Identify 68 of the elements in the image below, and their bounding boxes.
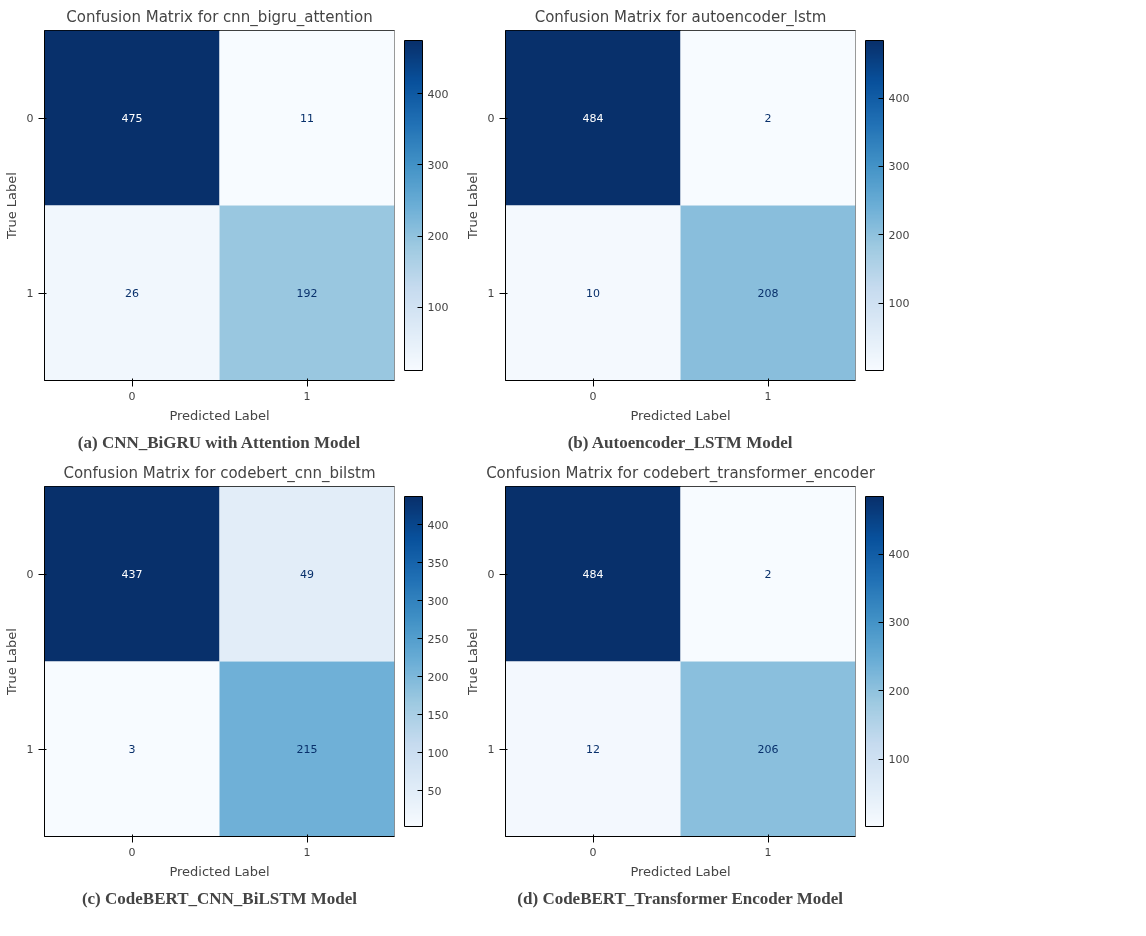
x-tick-label: 0 <box>589 389 597 403</box>
y-axis-title: True Label <box>464 172 480 240</box>
color-bar-label: 50 <box>427 784 442 798</box>
text: (a) CNN_BiGRU with Attention Model <box>77 432 361 452</box>
y-tick-label: 0 <box>26 112 34 125</box>
data-label: 49 <box>300 568 314 581</box>
data-label: 12 <box>586 743 600 756</box>
data-label: 206 <box>757 743 779 756</box>
x-axis-title: Predicted Label <box>630 863 731 879</box>
color-bar-label: 400 <box>888 548 910 562</box>
data-label: 10 <box>586 287 600 300</box>
data-label: 215 <box>296 743 318 756</box>
y-tick-label: 0 <box>26 568 34 581</box>
color-bar-label: 200 <box>427 670 449 684</box>
y-tick-label: 0 <box>487 568 495 581</box>
color-bar-label: 100 <box>888 753 910 767</box>
data-label: 484 <box>582 568 604 581</box>
data-label: 2 <box>764 568 772 581</box>
color-bar-label: 100 <box>427 301 449 315</box>
color-bar-label: 300 <box>888 616 910 630</box>
color-bar-label: 250 <box>427 632 449 646</box>
chart-title: Confusion Matrix for codebert_transformer_encoder <box>486 463 876 483</box>
text: (c) CodeBERT_CNN_BiLSTM Model <box>81 888 358 908</box>
color-bar-label: 200 <box>888 684 910 698</box>
data-label: 475 <box>121 112 143 125</box>
y-axis-title: True Label <box>3 172 19 240</box>
color-bar-label: 300 <box>427 594 449 608</box>
x-tick-label: 0 <box>589 845 597 859</box>
color-bar-label: 100 <box>427 746 449 760</box>
text: (b) Autoencoder_LSTM Model <box>567 432 793 452</box>
color-bar-label: 300 <box>427 158 449 172</box>
x-tick-label: 0 <box>128 389 136 403</box>
data-label: 208 <box>757 287 779 300</box>
color-bar-label: 350 <box>427 556 449 570</box>
color-bar-label: 400 <box>888 92 910 106</box>
color-bar-label: 400 <box>427 87 449 101</box>
y-axis-title: True Label <box>3 628 19 696</box>
y-axis-title: True Label <box>464 628 480 696</box>
color-bar-label: 150 <box>427 708 449 722</box>
x-tick-label: 0 <box>128 845 136 859</box>
x-axis-title: Predicted Label <box>169 863 270 879</box>
data-label: 484 <box>582 112 604 125</box>
chart-title: Confusion Matrix for cnn_bigru_attention <box>66 7 373 27</box>
x-tick-label: 1 <box>764 845 772 859</box>
x-axis-title: Predicted Label <box>169 407 270 423</box>
color-bar-label: 300 <box>888 160 910 174</box>
x-axis-title: Predicted Label <box>630 407 731 423</box>
color-bar-label: 200 <box>888 228 910 242</box>
data-label: 192 <box>296 287 318 300</box>
data-label: 26 <box>125 287 139 300</box>
y-tick-label: 1 <box>26 743 34 756</box>
data-label: 437 <box>121 568 143 581</box>
x-tick-label: 1 <box>303 389 311 403</box>
color-bar-label: 200 <box>427 230 449 244</box>
chart-title: Confusion Matrix for codebert_cnn_bilstm <box>63 463 376 483</box>
y-tick-label: 1 <box>26 287 34 300</box>
x-tick-label: 1 <box>303 845 311 859</box>
text: (d) CodeBERT_Transformer Encoder Model <box>517 888 844 908</box>
data-label: 3 <box>128 743 136 756</box>
color-bar-label: 400 <box>427 518 449 532</box>
chart-title: Confusion Matrix for autoencoder_lstm <box>534 7 827 27</box>
color-bar-label: 100 <box>888 297 910 311</box>
x-tick-label: 1 <box>764 389 772 403</box>
data-label: 2 <box>764 112 772 125</box>
y-tick-label: 1 <box>487 743 495 756</box>
y-tick-label: 1 <box>487 287 495 300</box>
y-tick-label: 0 <box>487 112 495 125</box>
data-label: 11 <box>300 112 314 125</box>
